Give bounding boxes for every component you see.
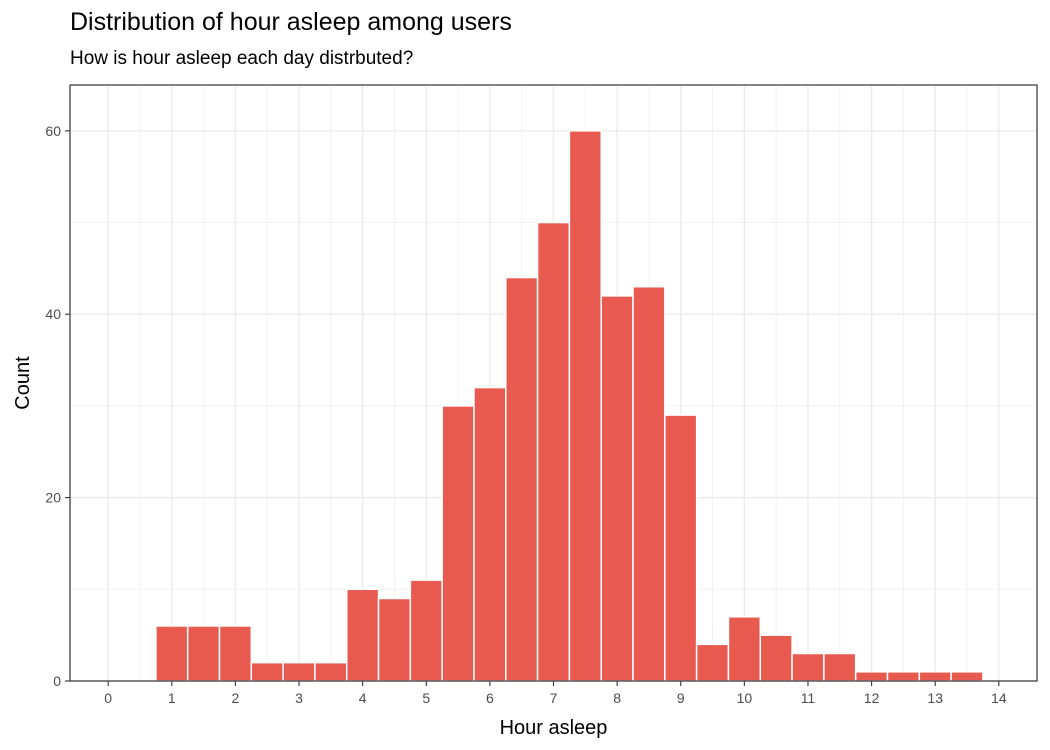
histogram-bar [186, 625, 221, 682]
histogram-bar [791, 652, 825, 682]
x-tick-label: 8 [613, 690, 621, 706]
histogram-bar [727, 616, 762, 682]
y-tick-label: 60 [45, 123, 61, 139]
x-tick-label: 13 [927, 690, 943, 706]
x-tick-label: 0 [104, 690, 112, 706]
x-tick-label: 4 [359, 690, 367, 706]
x-tick-label: 2 [232, 690, 240, 706]
chart-subtitle: How is hour asleep each day distrbuted? [70, 48, 414, 69]
y-tick-label: 20 [45, 490, 61, 506]
histogram-bar [409, 579, 443, 682]
histogram-bar [600, 295, 634, 682]
histogram-bar [377, 597, 412, 682]
histogram-bar [155, 625, 189, 682]
histogram-bar [505, 276, 539, 682]
histogram-bar [473, 386, 507, 682]
histogram-bar [918, 671, 952, 682]
histogram-bar [823, 652, 857, 682]
histogram-bar [950, 671, 984, 682]
x-tick-label: 1 [168, 690, 176, 706]
x-tick-label: 3 [295, 690, 303, 706]
y-axis-title: Count [12, 356, 34, 410]
x-tick-label: 12 [864, 690, 880, 706]
x-tick-label: 9 [677, 690, 685, 706]
histogram-bar [250, 661, 284, 682]
bars [155, 130, 984, 682]
histogram-bar [536, 221, 571, 682]
histogram-bar [664, 414, 698, 682]
histogram-bar [345, 588, 380, 682]
histogram-bar [441, 405, 475, 682]
histogram-bar [854, 671, 889, 682]
x-tick-label: 7 [550, 690, 558, 706]
y-tick-label: 0 [53, 673, 61, 689]
histogram-bar [282, 661, 316, 682]
histogram-bar [568, 130, 602, 682]
histogram-bar [886, 671, 921, 682]
x-tick-label: 5 [422, 690, 430, 706]
histogram-bar [218, 625, 253, 682]
histogram-bar [314, 661, 348, 682]
chart-title: Distribution of hour asleep among users [70, 8, 512, 36]
x-tick-label: 10 [737, 690, 753, 706]
histogram-bar [759, 634, 793, 682]
histogram-bar [695, 643, 730, 682]
x-axis-title: Hour asleep [500, 717, 608, 739]
y-tick-label: 40 [45, 306, 61, 322]
x-tick-label: 11 [801, 690, 816, 706]
x-tick-label: 6 [486, 690, 494, 706]
histogram-bar [632, 285, 666, 682]
x-tick-label: 14 [991, 690, 1007, 706]
